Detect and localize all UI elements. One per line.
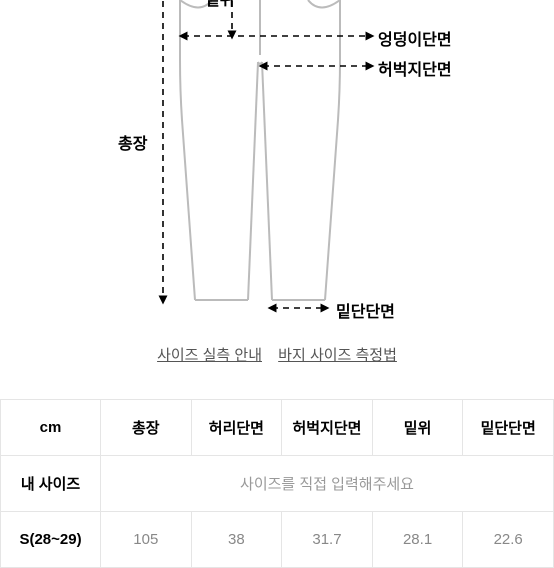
- my-size-row: 내 사이즈 사이즈를 직접 입력해주세요: [1, 456, 554, 512]
- label-hem: 밑단단면: [336, 298, 395, 322]
- label-rise: 밑위: [205, 0, 234, 10]
- label-hip: 엉덩이단면: [378, 26, 452, 50]
- my-size-label: 내 사이즈: [1, 456, 101, 512]
- pants-diagram: 밑위 엉덩이단면 허벅지단면 총장 밑단단면: [0, 0, 554, 330]
- cell-rise: 28.1: [372, 512, 463, 568]
- col-waist: 허리단면: [191, 400, 282, 456]
- unit-header: cm: [1, 400, 101, 456]
- col-hem: 밑단단면: [463, 400, 554, 456]
- cell-thigh: 31.7: [282, 512, 373, 568]
- col-thigh: 허벅지단면: [282, 400, 373, 456]
- size-row-s: S(28~29) 105 38 31.7 28.1 22.6: [1, 512, 554, 568]
- label-length: 총장: [118, 130, 147, 154]
- size-table: cm 총장 허리단면 허벅지단면 밑위 밑단단면 내 사이즈 사이즈를 직접 입…: [0, 399, 554, 568]
- size-guide-link[interactable]: 사이즈 실측 안내: [157, 347, 262, 364]
- size-label: S(28~29): [1, 512, 101, 568]
- cell-waist: 38: [191, 512, 282, 568]
- col-rise: 밑위: [372, 400, 463, 456]
- cell-hem: 22.6: [463, 512, 554, 568]
- help-links: 사이즈 실측 안내 바지 사이즈 측정법: [0, 344, 554, 365]
- table-header-row: cm 총장 허리단면 허벅지단면 밑위 밑단단면: [1, 400, 554, 456]
- my-size-input[interactable]: 사이즈를 직접 입력해주세요: [101, 456, 554, 512]
- measure-howto-link[interactable]: 바지 사이즈 측정법: [278, 347, 397, 364]
- col-length: 총장: [101, 400, 192, 456]
- label-thigh: 허벅지단면: [378, 56, 452, 80]
- cell-length: 105: [101, 512, 192, 568]
